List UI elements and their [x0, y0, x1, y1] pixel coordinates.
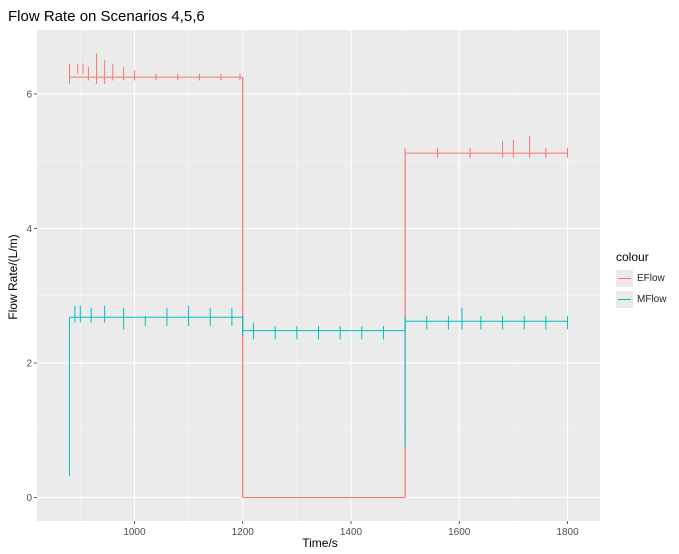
- legend: colour EFlow MFlow: [616, 250, 666, 310]
- plot-panel: [37, 30, 600, 521]
- chart-title: Flow Rate on Scenarios 4,5,6: [8, 8, 205, 25]
- x-tick-label: 1400: [340, 527, 363, 538]
- x-axis-label: Time/s: [302, 536, 338, 550]
- x-tick-label: 1200: [232, 527, 255, 538]
- legend-label-mflow: MFlow: [637, 294, 667, 305]
- y-tick-label: 4: [26, 224, 32, 235]
- x-tick-label: 1000: [123, 527, 146, 538]
- y-tick-label: 2: [26, 358, 32, 369]
- y-tick-label: 6: [26, 89, 32, 100]
- legend-key-eflow: [616, 270, 633, 287]
- y-tick-label: 0: [26, 493, 32, 504]
- legend-key-mflow: [616, 291, 633, 308]
- legend-item-eflow: EFlow: [616, 268, 666, 289]
- x-tick-label: 1600: [448, 527, 471, 538]
- legend-label-eflow: EFlow: [637, 273, 665, 284]
- legend-title: colour: [616, 250, 649, 264]
- x-tick-label: 1800: [556, 527, 579, 538]
- legend-item-mflow: MFlow: [616, 289, 666, 310]
- y-axis-label: Flow Rate/(L/m): [6, 234, 20, 320]
